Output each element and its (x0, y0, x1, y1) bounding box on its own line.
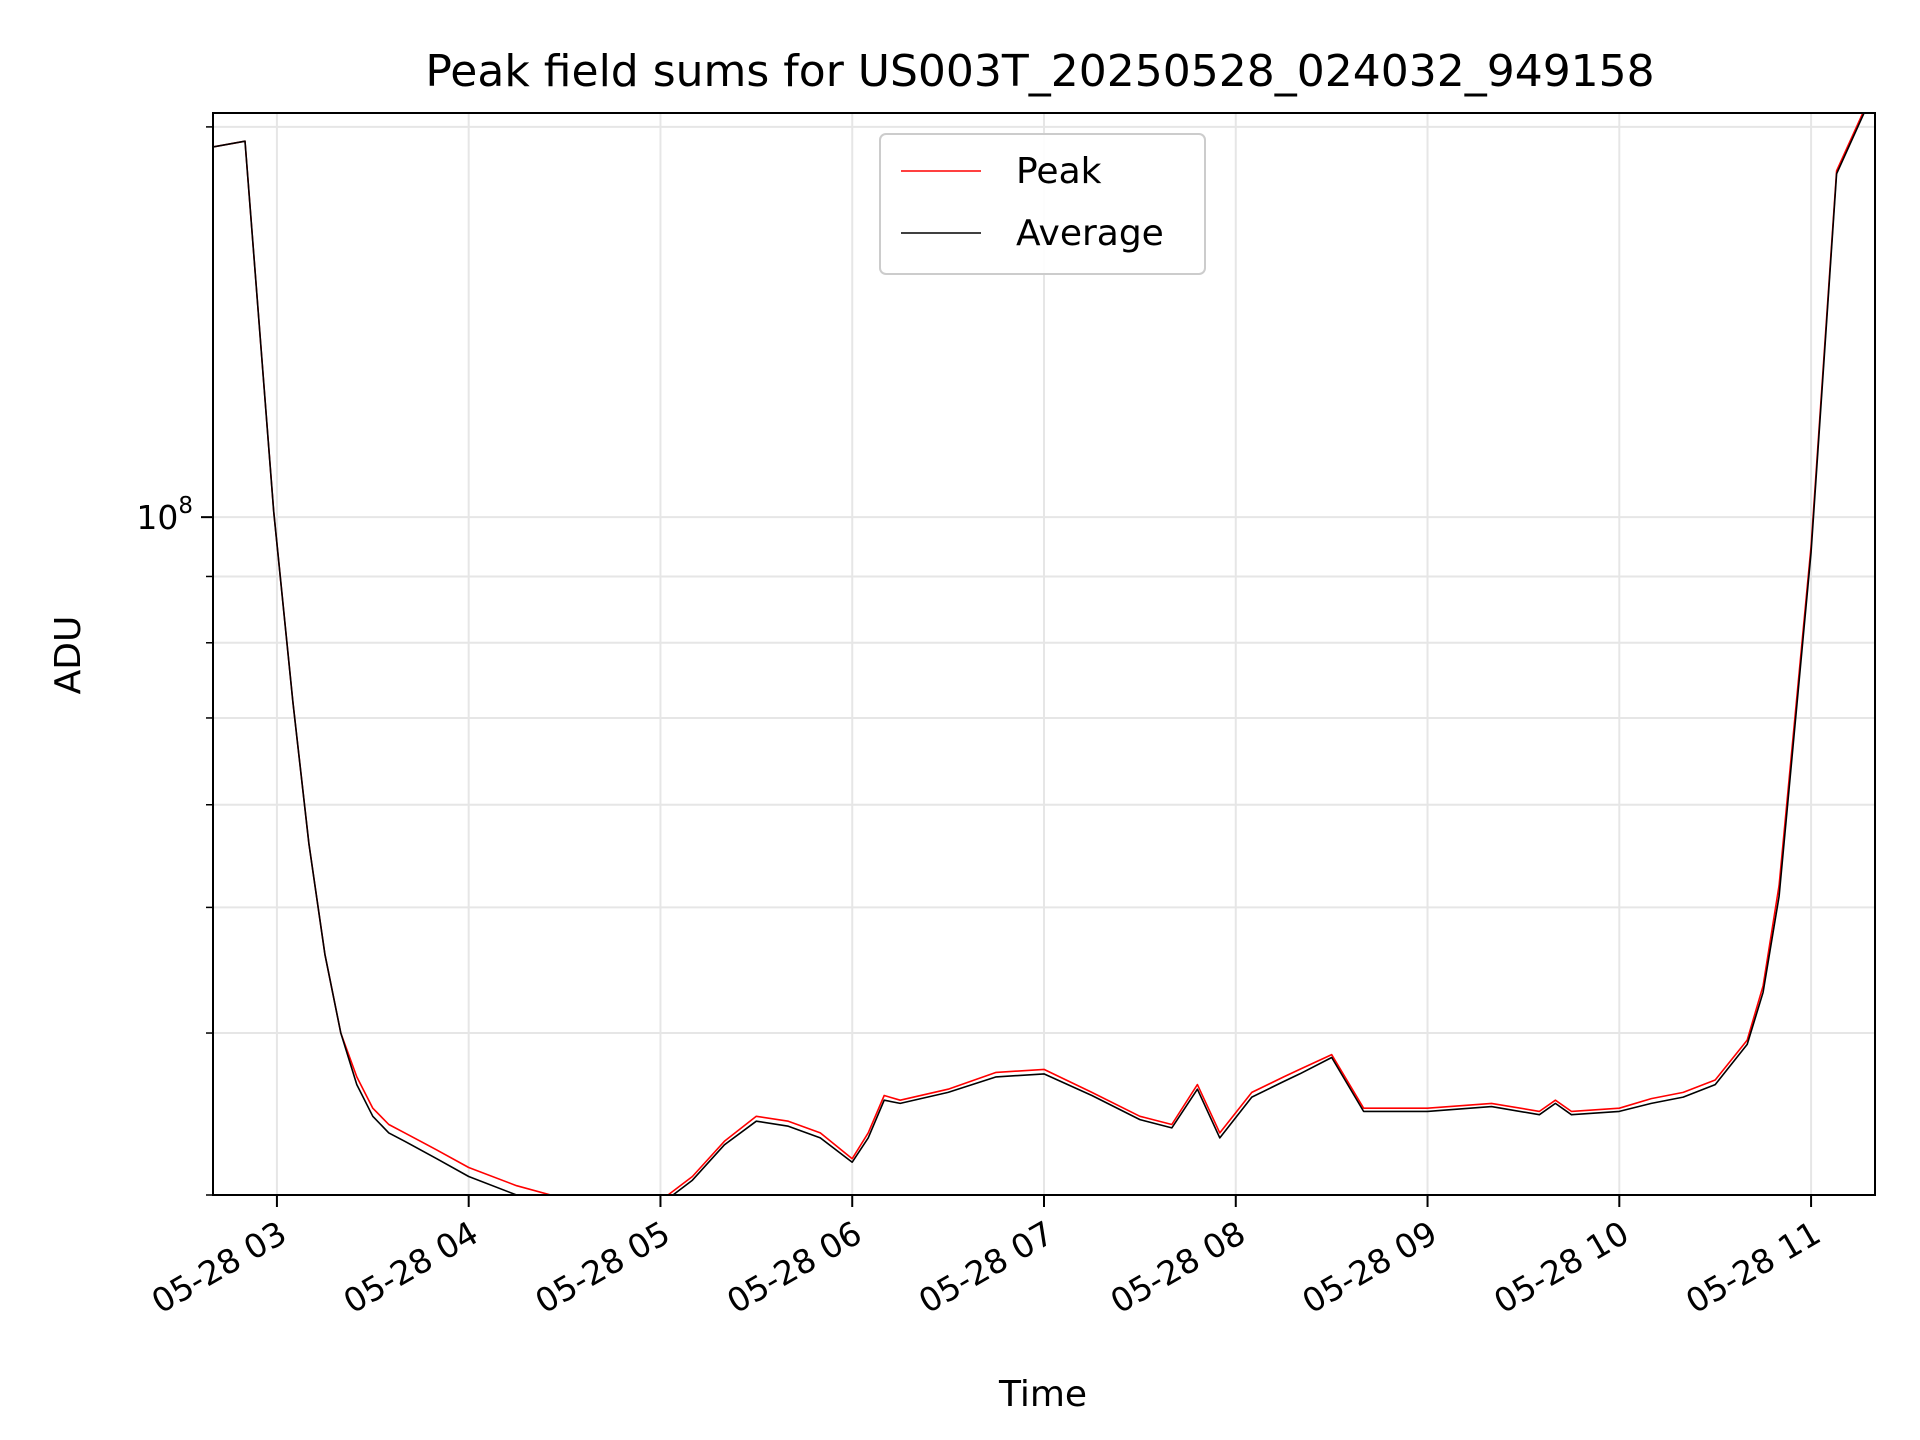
legend-label-peak: Peak (1016, 151, 1102, 192)
series-line-peak (213, 113, 1864, 1195)
series-layer (213, 113, 1865, 1195)
legend: Peak Average (879, 133, 1206, 275)
legend-label-average: Average (1016, 213, 1164, 254)
y-tick-label-exponent: 8 (178, 493, 193, 519)
y-axis: 108 (136, 126, 213, 1196)
y-tick-label-base: 10 (136, 498, 178, 537)
x-axis-label: Time (998, 1374, 1087, 1415)
series-line-average (213, 113, 1865, 1195)
legend-box (879, 133, 1206, 275)
y-tick-label: 108 (136, 493, 193, 537)
y-axis-label: ADU (48, 616, 89, 695)
chart-title: Peak field sums for US003T_20250528_0240… (425, 46, 1654, 97)
